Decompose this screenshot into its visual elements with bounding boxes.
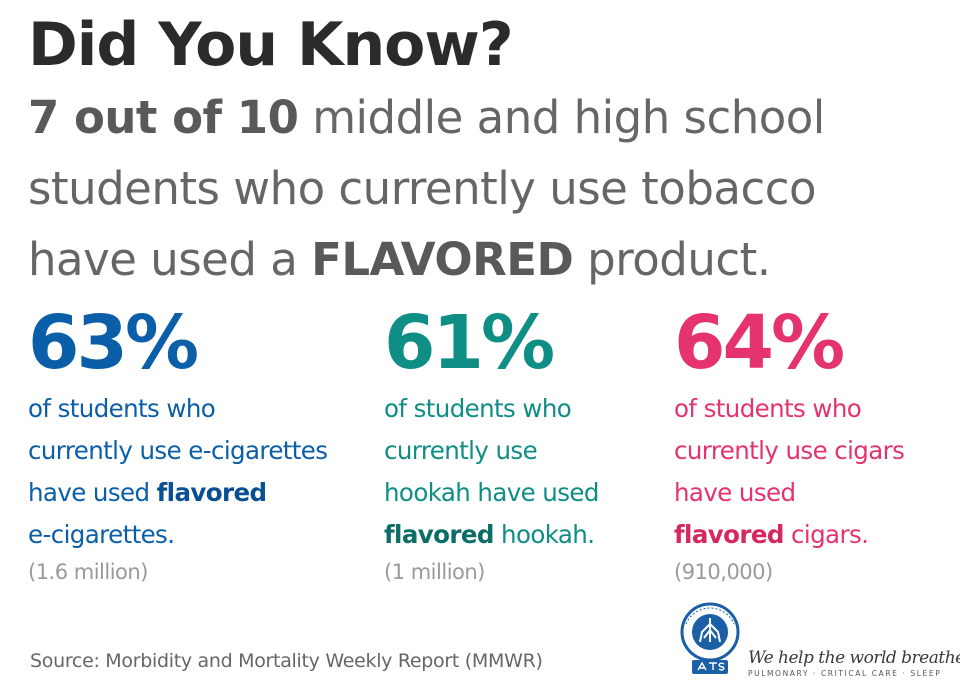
stat-emphasis-flavored: flavored [674, 520, 784, 549]
ats-subtagline: PULMONARY · CRITICAL CARE · SLEEP [748, 669, 942, 678]
stat-line-post: cigars. [783, 520, 869, 549]
stat-line: have used flavored [28, 472, 368, 514]
stat-description: of students who currently use cigars hav… [674, 388, 954, 556]
stat-line: of students who [384, 394, 572, 423]
headline: 7 out of 10 middle and high school stude… [28, 82, 948, 295]
stat-line: have used [674, 478, 796, 507]
source-citation: Source: Morbidity and Mortality Weekly R… [30, 650, 543, 672]
stat-ecigarettes: 63% of students who currently use e-ciga… [28, 298, 368, 588]
stat-percent: 61% [384, 300, 555, 386]
headline-line-3-post: product. [573, 233, 771, 286]
stat-percent: 63% [28, 300, 199, 386]
stat-line-pre: have used [28, 478, 157, 507]
stat-line: of students who [28, 394, 216, 423]
stat-count: (1 million) [384, 560, 485, 584]
headline-line-1: 7 out of 10 middle and high school [28, 82, 948, 153]
stat-line: hookah have used [384, 478, 599, 507]
headline-line-3: have used a FLAVORED product. [28, 224, 948, 295]
stat-line: of students who [674, 394, 862, 423]
ats-tagline-text: We help the world breathe [748, 648, 960, 668]
stat-count: (1.6 million) [28, 560, 148, 584]
ats-tagline: We help the world breathe® [748, 648, 960, 668]
stat-cigars: 64% of students who currently use cigars… [674, 298, 954, 588]
stat-count: (910,000) [674, 560, 773, 584]
stat-line: currently use e-cigarettes [28, 436, 328, 465]
headline-emphasis-ratio: 7 out of 10 [28, 91, 299, 144]
stat-hookah: 61% of students who currently use hookah… [384, 298, 664, 588]
stat-description: of students who currently use e-cigarett… [28, 388, 368, 556]
stat-line-post: hookah. [493, 520, 595, 549]
stat-emphasis-flavored: flavored [156, 478, 267, 507]
stat-line: currently use [384, 436, 538, 465]
stat-line: flavored cigars. [674, 514, 954, 556]
stat-description: of students who currently use hookah hav… [384, 388, 664, 556]
stat-line: currently use cigars [674, 436, 905, 465]
headline-line-1-text: middle and high school [298, 91, 825, 144]
stat-emphasis-flavored: flavored [384, 520, 494, 549]
headline-line-2: students who currently use tobacco [28, 162, 817, 215]
ats-logo [680, 602, 740, 674]
headline-emphasis-flavored: FLAVORED [311, 233, 574, 286]
stat-line: e-cigarettes. [28, 520, 175, 549]
page-title: Did You Know? [28, 10, 514, 80]
stat-line: flavored hookah. [384, 514, 664, 556]
headline-line-3-pre: have used a [28, 233, 312, 286]
stat-percent: 64% [674, 300, 845, 386]
